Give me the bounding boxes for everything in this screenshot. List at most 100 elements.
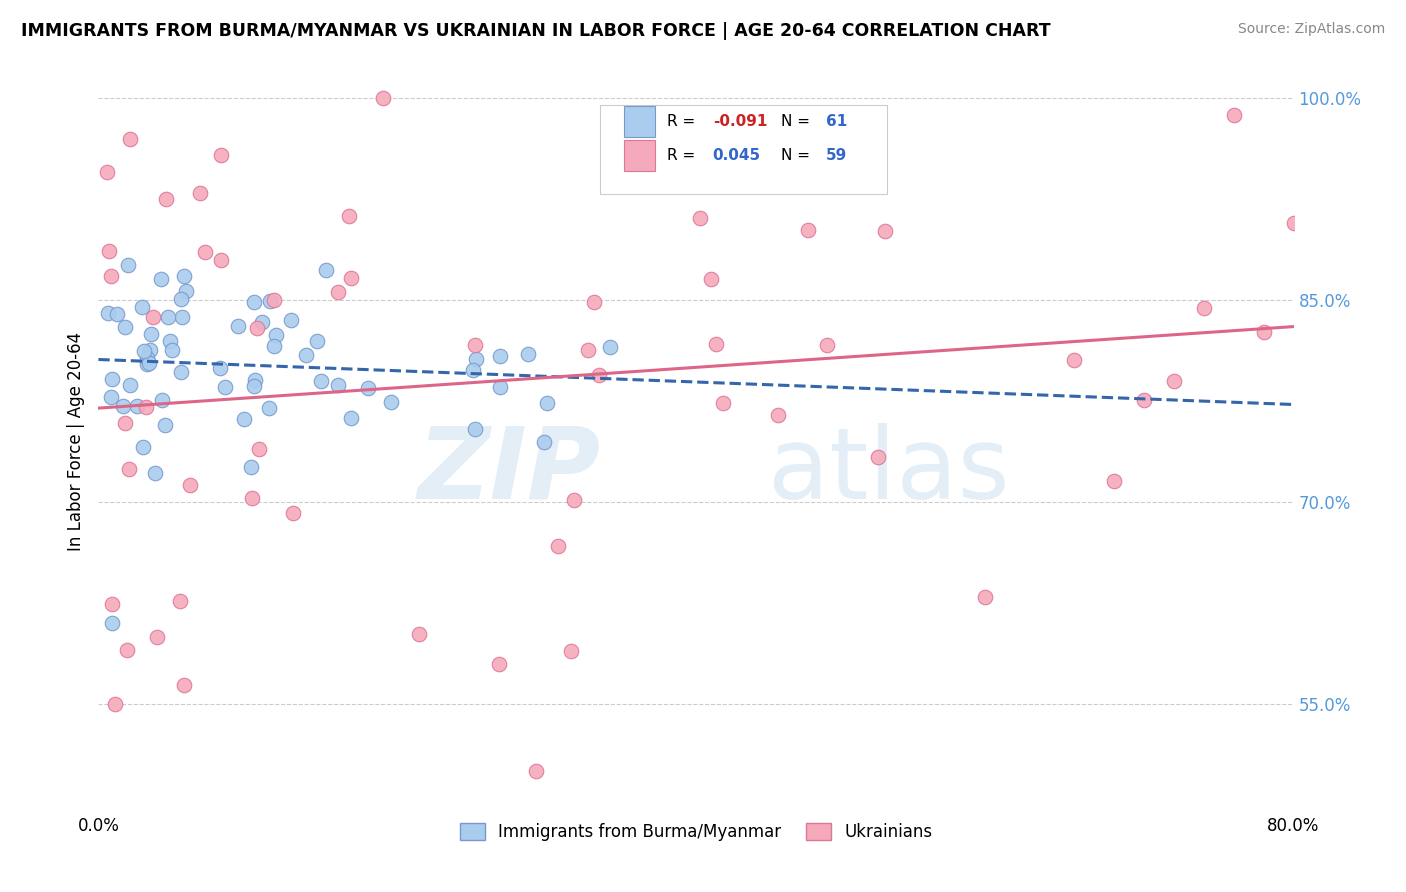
Point — [1163, 374, 1185, 388]
Point — [240, 459, 263, 474]
Point — [1223, 108, 1246, 122]
Point — [582, 295, 605, 310]
Text: 0.045: 0.045 — [713, 148, 761, 163]
Point — [408, 627, 430, 641]
Point — [489, 349, 512, 363]
Point — [136, 357, 159, 371]
Point — [97, 306, 120, 320]
Point — [576, 343, 599, 357]
Point — [132, 441, 155, 455]
Point — [114, 417, 136, 431]
Point — [117, 258, 139, 272]
Point — [257, 401, 280, 415]
Point — [517, 347, 540, 361]
Point — [689, 211, 711, 226]
Point — [160, 343, 183, 357]
Point — [250, 315, 273, 329]
Point — [155, 418, 177, 433]
Point — [339, 410, 361, 425]
Point — [243, 373, 266, 387]
Point — [766, 408, 789, 422]
Point — [607, 175, 630, 189]
Point — [599, 340, 621, 354]
Point — [173, 269, 195, 284]
Point — [547, 539, 569, 553]
Point — [243, 379, 266, 393]
Point — [357, 381, 380, 395]
Point — [1192, 301, 1215, 315]
Point — [149, 272, 172, 286]
Point — [488, 657, 510, 671]
Point — [588, 368, 610, 383]
Point — [139, 343, 162, 358]
Point — [263, 293, 285, 307]
Point — [146, 630, 169, 644]
Text: R =: R = — [668, 114, 700, 129]
Point — [209, 252, 232, 267]
Point — [873, 225, 896, 239]
Point — [973, 590, 995, 604]
Point — [328, 378, 350, 392]
Point — [101, 598, 124, 612]
Point — [562, 493, 585, 508]
Point — [785, 118, 807, 132]
FancyBboxPatch shape — [624, 140, 655, 171]
Point — [533, 435, 555, 450]
Point — [380, 395, 402, 409]
Text: atlas: atlas — [768, 423, 1010, 520]
Point — [169, 292, 191, 306]
Point — [868, 450, 890, 464]
Point — [233, 411, 256, 425]
Point — [101, 371, 124, 385]
Point — [242, 294, 264, 309]
Point — [464, 338, 486, 352]
Legend: Immigrants from Burma/Myanmar, Ukrainians: Immigrants from Burma/Myanmar, Ukrainian… — [453, 816, 939, 847]
Point — [155, 192, 177, 206]
Point — [259, 294, 281, 309]
Point — [699, 271, 721, 285]
Point — [169, 594, 191, 608]
Point — [174, 284, 197, 298]
Point — [1104, 474, 1126, 488]
Point — [98, 244, 121, 258]
Point — [100, 390, 122, 404]
Point — [159, 334, 181, 348]
Point — [139, 326, 162, 341]
Point — [226, 319, 249, 334]
Point — [240, 491, 263, 506]
Point — [131, 300, 153, 314]
Point — [704, 336, 727, 351]
Point — [194, 244, 217, 259]
Point — [489, 379, 512, 393]
Point — [135, 400, 157, 414]
Text: IMMIGRANTS FROM BURMA/MYANMAR VS UKRAINIAN IN LABOR FORCE | AGE 20-64 CORRELATIO: IMMIGRANTS FROM BURMA/MYANMAR VS UKRAINI… — [21, 22, 1050, 40]
Point — [118, 377, 141, 392]
Point — [136, 351, 159, 365]
Point — [711, 396, 734, 410]
Point — [1282, 216, 1305, 230]
Text: -0.091: -0.091 — [713, 114, 768, 129]
Text: R =: R = — [668, 148, 700, 163]
Point — [464, 422, 486, 436]
Point — [371, 91, 394, 105]
Text: N =: N = — [780, 114, 814, 129]
Point — [115, 643, 138, 657]
Point — [246, 321, 269, 335]
Text: 61: 61 — [827, 114, 848, 129]
Point — [247, 442, 270, 456]
Y-axis label: In Labor Force | Age 20-64: In Labor Force | Age 20-64 — [66, 332, 84, 551]
FancyBboxPatch shape — [624, 106, 655, 137]
Point — [815, 337, 838, 351]
Point — [173, 678, 195, 692]
Point — [134, 343, 156, 358]
Point — [118, 462, 141, 476]
Point — [536, 396, 558, 410]
Point — [142, 310, 165, 325]
Point — [143, 466, 166, 480]
Point — [96, 164, 118, 178]
Point — [1133, 393, 1156, 408]
Point — [172, 310, 194, 324]
Point — [118, 131, 141, 145]
Point — [280, 312, 302, 326]
Point — [209, 360, 232, 375]
